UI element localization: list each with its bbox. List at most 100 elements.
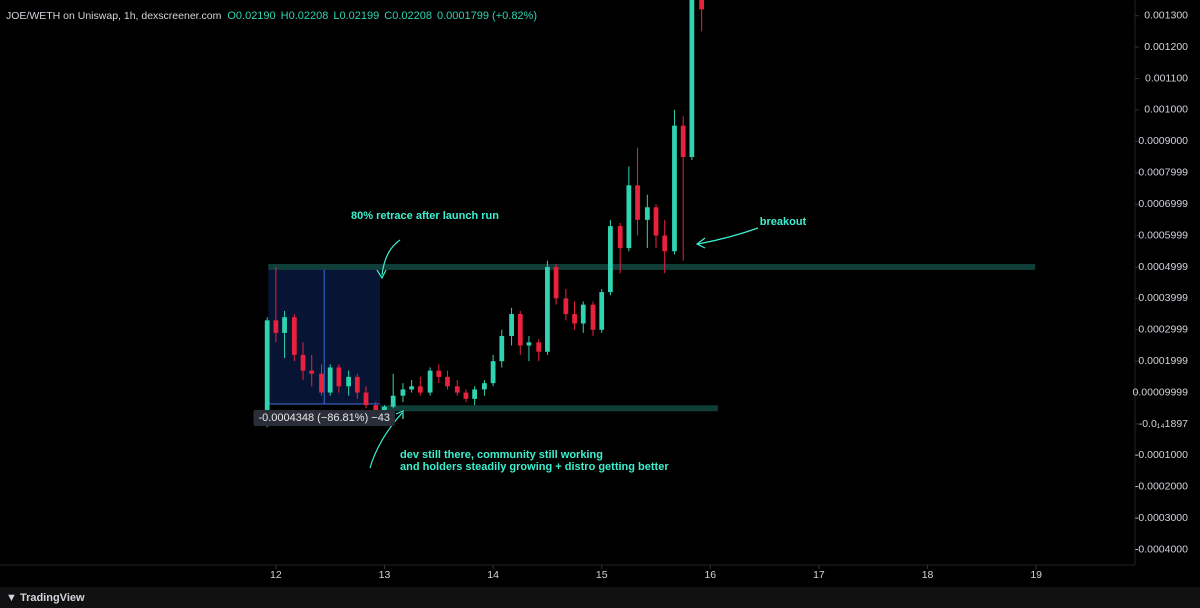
ohlc-readout: 0.0001799 (+0.82%)	[437, 10, 537, 22]
level-zone	[380, 405, 718, 412]
candle-body	[373, 405, 379, 412]
y-tick-label: 0.0005999	[1138, 229, 1188, 241]
y-tick-label: 0.0006999	[1138, 198, 1188, 210]
measure-label: -0.0004348 (−86.81%) −43	[258, 412, 390, 424]
candle-body	[354, 376, 360, 393]
x-tick-label: 16	[704, 569, 716, 581]
candle-body	[590, 304, 596, 330]
candle-body	[300, 354, 306, 371]
candle-body	[273, 320, 279, 333]
candle-body	[309, 370, 315, 374]
candle-body	[699, 0, 705, 10]
x-tick-label: 14	[487, 569, 499, 581]
candle-body	[346, 376, 352, 387]
x-tick-label: 12	[270, 569, 282, 581]
candle-body	[526, 342, 532, 346]
y-tick-label: 0.0009000	[1138, 135, 1188, 147]
candle-body	[390, 395, 396, 407]
y-tick-label: 0.0004999	[1138, 261, 1188, 273]
candle-body	[454, 386, 460, 393]
x-tick-label: 13	[379, 569, 391, 581]
y-tick-label: 0.0002999	[1138, 324, 1188, 336]
y-tick-label: 0.0007999	[1138, 167, 1188, 179]
candle-body	[282, 317, 287, 333]
candle-body	[417, 386, 423, 393]
plot-area	[264, 0, 1036, 428]
candle-body	[264, 320, 270, 424]
arrow-head	[695, 237, 706, 249]
measure-label-bg	[253, 409, 395, 426]
candle-body	[409, 386, 415, 390]
candle-body	[363, 392, 369, 406]
candle-body	[427, 370, 433, 393]
candle-body	[662, 235, 668, 252]
candle-body	[482, 383, 487, 390]
y-tick-label: -0.0002000	[1135, 481, 1188, 493]
candle-body	[545, 266, 550, 352]
candle-body	[672, 125, 677, 252]
candle-body	[626, 185, 632, 249]
candle-body	[319, 373, 324, 393]
y-tick-label: 0.0003999	[1138, 292, 1188, 304]
candle-body	[653, 207, 659, 236]
candle-body	[382, 406, 387, 412]
candle-body	[553, 266, 559, 299]
y-tick-label: 0.001300	[1144, 9, 1188, 21]
ohlc-readout: H0.02208	[281, 10, 329, 22]
y-tick-label: 0.001000	[1144, 104, 1188, 116]
candle-body	[536, 342, 542, 352]
y-tick-label: 0.00009999	[1133, 386, 1189, 398]
candle-body	[608, 226, 613, 293]
annotation: dev still there, community still working	[400, 449, 603, 461]
ohlc-readout: O0.02190	[227, 10, 275, 22]
candle-body	[517, 314, 523, 346]
y-tick-label: -0.0001000	[1135, 449, 1188, 461]
candle-body	[499, 336, 505, 362]
brand: ▼ TradingView	[6, 592, 85, 604]
arrow	[369, 412, 403, 469]
candle-body	[400, 389, 406, 396]
y-tick-label: -0.0004000	[1135, 543, 1188, 555]
y-tick-label: -0.0₁₄1897	[1139, 418, 1188, 430]
annotation: breakout	[760, 216, 807, 228]
x-tick-label: 19	[1030, 569, 1042, 581]
candle-body	[689, 0, 695, 158]
candle-body	[644, 207, 650, 220]
candle-body	[327, 367, 333, 393]
candle-body	[445, 376, 450, 387]
candle-body	[509, 314, 514, 337]
candle-body	[599, 292, 605, 330]
candle-body	[635, 185, 640, 220]
candle-body	[580, 304, 586, 324]
candle-body	[463, 392, 469, 399]
candle-body	[291, 317, 297, 355]
annotation: 80% retrace after launch run	[351, 210, 499, 222]
level-zone	[268, 263, 1036, 270]
candle-body	[680, 125, 686, 158]
arrow-head	[376, 269, 387, 280]
x-tick-label: 17	[813, 569, 825, 581]
chart-title: JOE/WETH on Uniswap, 1h, dexscreener.com	[6, 10, 222, 22]
brand-name: TradingView	[20, 592, 85, 604]
candle-body	[436, 370, 442, 377]
arrow	[697, 227, 759, 245]
candle-body	[472, 389, 478, 399]
y-tick-label: 0.001200	[1144, 41, 1188, 53]
candle-body	[617, 226, 623, 249]
brand-logo: ▼	[6, 592, 20, 604]
ohlc-readout: L0.02199	[333, 10, 379, 22]
y-tick-label: 0.001100	[1145, 72, 1188, 84]
candle-body	[336, 367, 342, 387]
x-tick-label: 15	[596, 569, 608, 581]
overlay: JOE/WETH on Uniswap, 1h, dexscreener.com…	[6, 9, 1188, 603]
arrow-head	[395, 410, 404, 419]
candle-body	[572, 314, 577, 324]
y-tick-label: -0.0003000	[1135, 512, 1188, 524]
ohlc-readout: C0.02208	[384, 10, 432, 22]
candle-body	[490, 361, 496, 384]
y-tick-label: 0.0001999	[1138, 355, 1188, 367]
arrow	[381, 239, 401, 276]
footer-bar	[0, 587, 1200, 608]
